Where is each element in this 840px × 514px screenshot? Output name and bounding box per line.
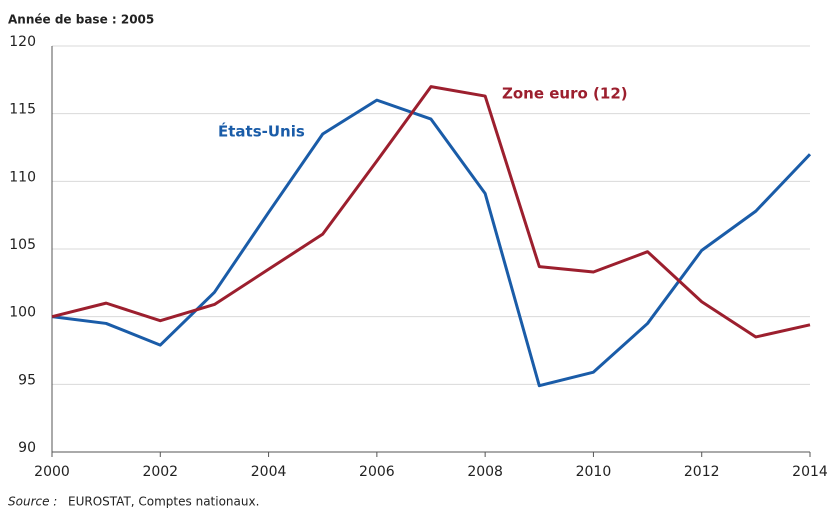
source-text: EUROSTAT, Comptes nationaux.	[68, 495, 259, 509]
source-label: Source :	[8, 495, 57, 509]
x-tick-label: 2000	[34, 464, 70, 480]
y-tick-label: 95	[18, 372, 36, 388]
x-tick-label: 2002	[142, 464, 178, 480]
series-line	[51, 98, 812, 388]
y-tick-label: 115	[9, 102, 36, 118]
y-tick-label: 105	[9, 237, 36, 253]
x-tick-label: 2004	[251, 464, 287, 480]
series-label: États-Unis	[218, 122, 305, 141]
x-tick-label: 2008	[467, 464, 503, 480]
y-tick-label: 110	[9, 169, 36, 185]
y-tick-label: 120	[9, 34, 36, 50]
chart-subtitle: Année de base : 2005	[8, 13, 154, 27]
x-tick-label: 2010	[576, 464, 612, 480]
y-tick-label: 100	[9, 305, 36, 321]
x-tick-label: 2012	[684, 464, 720, 480]
x-tick-label: 2014	[792, 464, 828, 480]
x-tick-label: 2006	[359, 464, 395, 480]
series-label: Zone euro (12)	[502, 85, 628, 103]
series-line	[51, 85, 811, 339]
y-tick-label: 90	[18, 440, 36, 456]
